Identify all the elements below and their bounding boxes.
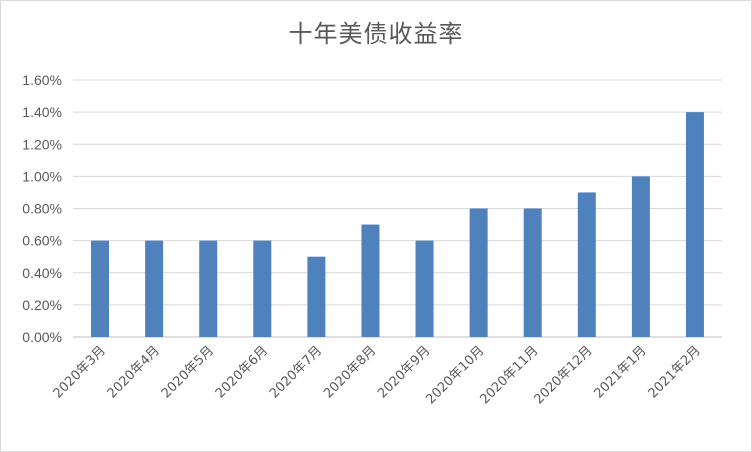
bar: [307, 256, 326, 337]
y-tick-label: 0.20%: [22, 297, 62, 313]
bar: [523, 208, 542, 337]
x-axis: 2020年3月2020年4月2020年5月2020年6月2020年7月2020年…: [51, 343, 704, 407]
bar: [685, 112, 704, 337]
bar: [361, 224, 380, 337]
x-tick-label: 2020年8月: [321, 343, 379, 401]
y-tick-label: 1.00%: [22, 168, 62, 184]
y-tick-label: 1.60%: [22, 72, 62, 88]
y-tick-label: 0.60%: [22, 233, 62, 249]
x-tick-label: 2021年2月: [646, 343, 704, 401]
bar: [631, 176, 650, 337]
gridlines: [73, 79, 722, 338]
x-tick-label: 2020年12月: [532, 343, 596, 407]
bar: [253, 240, 272, 337]
x-tick-label: 2020年3月: [51, 343, 109, 401]
bar: [199, 240, 218, 337]
bar: [577, 192, 596, 337]
y-tick-label: 0.40%: [22, 265, 62, 281]
x-tick-label: 2020年6月: [213, 343, 271, 401]
y-tick-label: 1.20%: [22, 136, 62, 152]
y-tick-label: 0.00%: [22, 329, 62, 345]
x-tick-label: 2020年9月: [375, 343, 433, 401]
x-tick-label: 2021年1月: [591, 343, 649, 401]
bar: [415, 240, 434, 337]
chart-title: 十年美债收益率: [288, 20, 464, 48]
bar: [145, 240, 164, 337]
x-tick-label: 2020年7月: [267, 343, 325, 401]
bar: [469, 208, 488, 337]
x-tick-label: 2020年4月: [105, 343, 163, 401]
x-tick-label: 2020年5月: [159, 343, 217, 401]
y-tick-label: 1.40%: [22, 104, 62, 120]
y-tick-label: 0.80%: [22, 201, 62, 217]
y-axis: 0.00% 0.20% 0.40% 0.60% 0.80% 1.00% 1.20% 1.40%…: [22, 72, 62, 345]
bar: [91, 240, 110, 337]
bars: [91, 112, 704, 337]
